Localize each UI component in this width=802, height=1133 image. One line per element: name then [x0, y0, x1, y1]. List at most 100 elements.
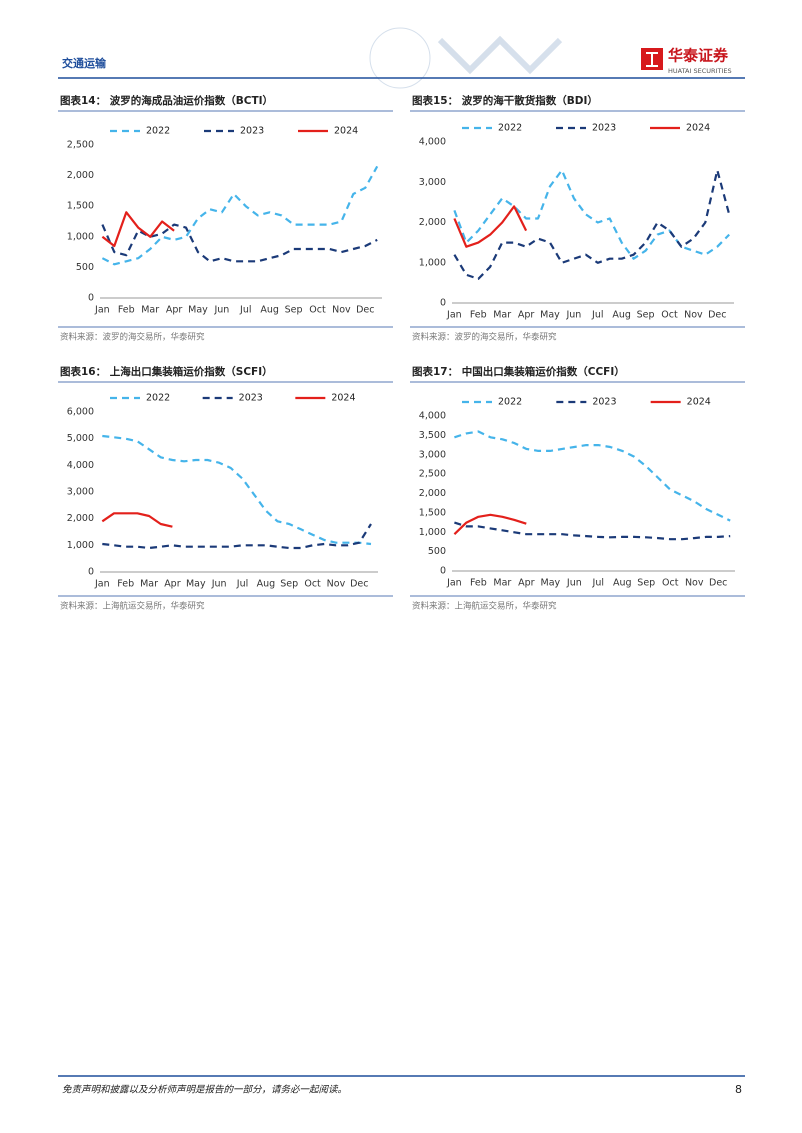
y-tick-label: 1,500 — [67, 201, 94, 212]
y-tick-label: 2,000 — [67, 513, 94, 524]
x-tick-label: Jan — [94, 305, 110, 316]
brand: 华泰证券 — [668, 47, 729, 65]
header-art — [369, 27, 563, 89]
y-tick-label: 0 — [88, 293, 94, 304]
x-tick-label: Mar — [493, 578, 511, 589]
legend-label: 2024 — [686, 123, 710, 134]
x-tick-label: Dec — [709, 578, 727, 589]
x-tick-label: Mar — [493, 310, 511, 321]
y-tick-label: 2,000 — [419, 217, 446, 228]
x-tick-label: Oct — [661, 310, 678, 321]
x-tick-label: Sep — [280, 579, 298, 590]
series-line — [101, 223, 378, 263]
x-tick-label: Aug — [257, 579, 276, 590]
legend-label: 2024 — [334, 126, 358, 137]
legend-label: 2024 — [331, 393, 355, 404]
x-tick-label: Feb — [470, 310, 487, 321]
y-tick-label: 0 — [88, 567, 94, 578]
y-tick-label: 2,000 — [67, 170, 94, 181]
y-tick-label: 1,500 — [419, 507, 446, 518]
x-tick-label: Jan — [446, 310, 462, 321]
x-tick-label: Apr — [166, 305, 183, 316]
x-tick-label: Jul — [239, 305, 251, 316]
x-tick-label: Jan — [446, 578, 462, 589]
x-tick-label: Aug — [612, 310, 631, 321]
page-number: 8 — [735, 1083, 742, 1096]
x-tick-label: Dec — [356, 305, 374, 316]
x-tick-label: Feb — [470, 578, 487, 589]
y-tick-label: 0 — [440, 566, 446, 577]
legend-label: 2023 — [240, 126, 264, 137]
x-tick-label: May — [188, 305, 208, 316]
series-line — [101, 165, 379, 266]
x-tick-label: Jul — [236, 579, 248, 590]
y-tick-label: 1,000 — [419, 257, 446, 268]
series-line — [102, 523, 372, 550]
x-tick-label: Oct — [662, 578, 679, 589]
x-tick-label: Sep — [637, 310, 655, 321]
y-tick-label: 1,000 — [67, 231, 94, 242]
y-tick-label: 3,500 — [419, 430, 446, 441]
source-note: 资料来源：波罗的海交易所，华泰研究 — [60, 332, 205, 343]
y-tick-label: 4,000 — [67, 460, 94, 471]
x-tick-label: Apr — [164, 579, 181, 590]
x-tick-label: May — [186, 579, 206, 590]
series-line — [453, 205, 528, 248]
y-tick-label: 1,000 — [419, 527, 446, 538]
source-note: 资料来源：上海航运交易所，华泰研究 — [412, 601, 557, 612]
legend-label: 2023 — [592, 397, 616, 408]
x-tick-label: Jun — [565, 310, 581, 321]
x-tick-label: Apr — [518, 578, 535, 589]
y-tick-label: 3,000 — [419, 177, 446, 188]
source-note: 资料来源：波罗的海交易所，华泰研究 — [412, 332, 557, 343]
y-tick-label: 0 — [440, 298, 446, 309]
y-tick-label: 2,500 — [67, 140, 94, 151]
chart-title: 图表15： 波罗的海干散货指数（BDI） — [412, 94, 598, 107]
x-tick-label: Jan — [94, 579, 110, 590]
y-tick-label: 5,000 — [67, 433, 94, 444]
y-tick-label: 2,000 — [419, 488, 446, 499]
x-tick-label: Aug — [613, 578, 632, 589]
legend-label: 2022 — [146, 393, 170, 404]
x-tick-label: Oct — [309, 305, 326, 316]
x-tick-label: Jun — [211, 579, 227, 590]
disclaimer: 免责声明和披露以及分析师声明是报告的一部分，请务必一起阅读。 — [62, 1084, 347, 1096]
legend-label: 2023 — [239, 393, 263, 404]
y-tick-label: 1,000 — [67, 540, 94, 551]
x-tick-label: Jun — [213, 305, 229, 316]
x-tick-label: Apr — [518, 310, 535, 321]
logo-glyph — [646, 52, 658, 67]
x-tick-label: May — [540, 310, 560, 321]
legend-label: 2022 — [498, 123, 522, 134]
x-tick-label: Mar — [140, 579, 158, 590]
x-tick-label: Dec — [708, 310, 726, 321]
x-tick-label: Jul — [592, 578, 604, 589]
x-tick-label: Sep — [637, 578, 655, 589]
x-tick-label: Nov — [684, 310, 703, 321]
x-tick-label: May — [541, 578, 561, 589]
series-line — [101, 512, 173, 528]
legend-label: 2024 — [687, 397, 711, 408]
x-tick-label: Sep — [285, 305, 303, 316]
brand-en: HUATAI SECURITIES — [668, 67, 732, 75]
y-tick-label: 4,000 — [419, 411, 446, 422]
x-tick-label: Dec — [350, 579, 368, 590]
y-tick-label: 500 — [76, 262, 94, 273]
series-line — [102, 434, 372, 546]
series-line — [453, 169, 731, 280]
y-tick-label: 3,000 — [419, 449, 446, 460]
y-tick-label: 6,000 — [67, 407, 94, 418]
x-tick-label: Nov — [332, 305, 351, 316]
y-tick-label: 4,000 — [419, 137, 446, 148]
legend-label: 2022 — [498, 397, 522, 408]
series-line — [454, 430, 731, 522]
y-tick-label: 3,000 — [67, 487, 94, 498]
x-tick-label: Jun — [566, 578, 582, 589]
series-line — [453, 513, 527, 535]
x-tick-label: Nov — [685, 578, 704, 589]
legend-label: 2023 — [592, 123, 616, 134]
series-line — [453, 169, 730, 260]
x-tick-label: Oct — [304, 579, 321, 590]
